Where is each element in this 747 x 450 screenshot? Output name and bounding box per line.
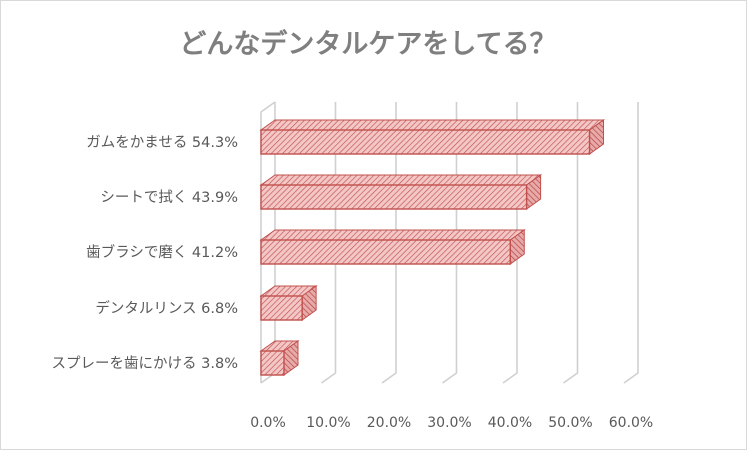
category-label: スプレーを歯にかける 3.8%: [52, 355, 238, 372]
x-tick-label: 50.0%: [548, 415, 592, 431]
bar-top-face: [259, 174, 543, 186]
x-tick-label: 30.0%: [427, 415, 471, 431]
category-label: シートで拭く 43.9%: [100, 189, 238, 206]
x-axis-tick-labels: 0.0% 10.0% 20.0% 30.0% 40.0% 50.0% 60.0%: [250, 415, 653, 431]
category-label: ガムをかませる 54.3%: [86, 134, 238, 151]
x-tick-label: 20.0%: [367, 415, 411, 431]
gridline: [563, 102, 579, 384]
x-tick-label: 0.0%: [250, 415, 286, 431]
bar-front-face: [260, 129, 591, 155]
chart-title: どんなデンタルケアをしてる？: [179, 28, 556, 60]
bar-front-face: [260, 239, 511, 265]
category-labels: ガムをかませる 54.3% シートで拭く 43.9% 歯ブラシで磨く 41.2% デン…: [52, 134, 238, 372]
bar-top-face: [259, 229, 526, 241]
bar: [259, 174, 543, 210]
category-label: デンタルリンス 6.8%: [95, 299, 238, 317]
bar: [259, 340, 300, 376]
bar: [259, 229, 526, 265]
category-label: 歯ブラシで磨く 41.2%: [86, 243, 238, 261]
bar: [259, 285, 318, 321]
bar-front-face: [260, 184, 528, 210]
bar: [259, 119, 606, 155]
x-tick-label: 40.0%: [488, 415, 532, 431]
left-wall-edge: [260, 101, 276, 383]
x-tick-label: 60.0%: [609, 415, 653, 431]
bar-front-face: [260, 350, 285, 376]
bar-front-face: [260, 295, 303, 321]
bar-top-face: [259, 119, 606, 131]
bars: [259, 119, 606, 376]
gridline: [623, 102, 639, 384]
x-tick-label: 10.0%: [306, 415, 350, 431]
